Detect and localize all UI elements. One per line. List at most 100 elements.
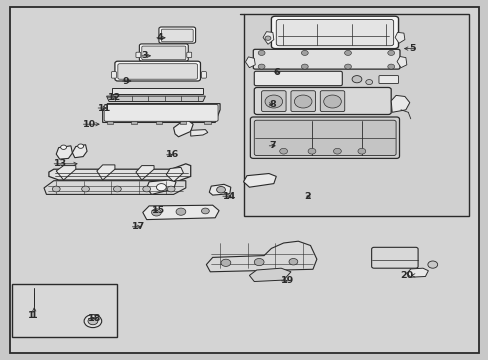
Text: 10: 10	[83, 120, 96, 129]
Circle shape	[307, 148, 315, 154]
Circle shape	[427, 261, 437, 268]
Text: 5: 5	[408, 44, 415, 53]
Text: 8: 8	[268, 100, 275, 109]
FancyBboxPatch shape	[250, 117, 399, 158]
Polygon shape	[249, 268, 290, 282]
Bar	[244, 14, 468, 216]
Circle shape	[264, 36, 270, 40]
Circle shape	[137, 67, 142, 71]
Text: 6: 6	[273, 68, 280, 77]
Text: 20: 20	[399, 271, 412, 280]
Bar	[131, 121, 137, 124]
Circle shape	[78, 144, 83, 148]
Polygon shape	[56, 166, 76, 180]
Text: 9: 9	[122, 77, 129, 86]
FancyBboxPatch shape	[118, 64, 197, 79]
FancyBboxPatch shape	[186, 52, 191, 58]
Circle shape	[279, 148, 287, 154]
FancyBboxPatch shape	[271, 16, 398, 49]
Circle shape	[351, 76, 361, 83]
FancyBboxPatch shape	[290, 91, 315, 112]
Bar	[155, 121, 162, 124]
Circle shape	[294, 95, 311, 108]
Circle shape	[357, 148, 365, 154]
Bar	[106, 121, 113, 124]
Polygon shape	[166, 167, 183, 182]
Polygon shape	[146, 180, 176, 194]
Text: 16: 16	[166, 150, 179, 159]
Circle shape	[288, 258, 297, 265]
Polygon shape	[263, 32, 273, 44]
Polygon shape	[173, 121, 193, 137]
Bar	[12, 284, 117, 337]
FancyBboxPatch shape	[161, 29, 193, 42]
Text: 15: 15	[151, 206, 164, 215]
Circle shape	[264, 95, 282, 108]
FancyBboxPatch shape	[371, 247, 417, 268]
Circle shape	[344, 64, 351, 69]
Polygon shape	[206, 241, 316, 272]
Polygon shape	[406, 268, 427, 277]
Circle shape	[142, 186, 150, 192]
FancyBboxPatch shape	[142, 46, 185, 60]
Polygon shape	[44, 181, 185, 194]
Polygon shape	[190, 130, 207, 136]
Circle shape	[387, 50, 394, 55]
Circle shape	[365, 80, 372, 85]
Text: 4: 4	[156, 33, 163, 42]
Circle shape	[167, 186, 175, 192]
Circle shape	[387, 64, 394, 69]
Text: 17: 17	[132, 222, 145, 231]
Circle shape	[221, 259, 230, 266]
Text: 2: 2	[303, 192, 310, 201]
Circle shape	[176, 208, 185, 215]
FancyBboxPatch shape	[159, 27, 195, 43]
Polygon shape	[396, 57, 406, 68]
Polygon shape	[106, 96, 205, 102]
Polygon shape	[390, 95, 409, 112]
Circle shape	[323, 95, 341, 108]
FancyBboxPatch shape	[320, 91, 344, 112]
Circle shape	[61, 145, 66, 149]
Circle shape	[52, 186, 60, 192]
Text: 11: 11	[98, 104, 111, 113]
Polygon shape	[49, 164, 190, 182]
Text: 18: 18	[88, 314, 101, 323]
Circle shape	[301, 50, 307, 55]
FancyBboxPatch shape	[253, 49, 399, 69]
FancyBboxPatch shape	[261, 91, 285, 112]
Text: 14: 14	[222, 192, 235, 201]
FancyBboxPatch shape	[201, 72, 206, 78]
Circle shape	[88, 318, 98, 325]
Polygon shape	[136, 166, 154, 180]
Polygon shape	[394, 32, 404, 43]
Text: 7: 7	[268, 141, 275, 150]
FancyBboxPatch shape	[111, 72, 116, 78]
Circle shape	[258, 50, 264, 55]
FancyBboxPatch shape	[139, 44, 188, 61]
Circle shape	[151, 209, 161, 216]
FancyBboxPatch shape	[136, 52, 141, 58]
Circle shape	[113, 186, 121, 192]
Text: 12: 12	[107, 93, 121, 102]
Circle shape	[254, 258, 264, 266]
Circle shape	[201, 208, 209, 214]
FancyBboxPatch shape	[378, 76, 398, 84]
Circle shape	[301, 64, 307, 69]
Circle shape	[258, 64, 264, 69]
FancyBboxPatch shape	[254, 120, 395, 156]
Polygon shape	[243, 174, 276, 187]
Circle shape	[81, 186, 89, 192]
Bar	[180, 121, 186, 124]
Text: 1: 1	[31, 310, 38, 320]
Circle shape	[84, 315, 102, 328]
Text: 1: 1	[27, 310, 34, 320]
Polygon shape	[112, 88, 203, 94]
FancyBboxPatch shape	[254, 71, 342, 86]
FancyBboxPatch shape	[115, 61, 200, 81]
Polygon shape	[142, 205, 219, 220]
Polygon shape	[102, 104, 220, 122]
FancyBboxPatch shape	[254, 87, 390, 114]
Bar	[204, 121, 210, 124]
Circle shape	[333, 148, 341, 154]
